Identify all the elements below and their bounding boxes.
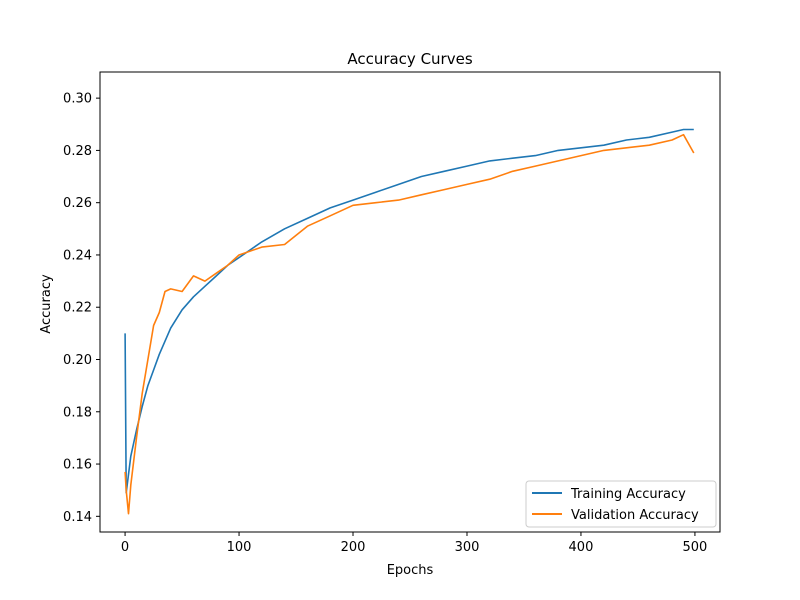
x-axis-title: Epochs [387,563,434,578]
series-validation-accuracy [124,133,695,515]
x-tick-label: 300 [455,540,480,555]
y-axis-title: Accuracy [39,274,54,334]
y-tick-label: 0.30 [63,92,92,107]
x-tick-label: 0 [121,540,129,555]
x-axis: 0 100 200 300 400 500 [121,532,707,555]
y-tick-label: 0.22 [63,301,92,316]
y-tick-label: 0.16 [63,458,92,473]
plot-area [99,71,721,533]
x-tick-label: 400 [569,540,594,555]
legend: Training Accuracy Validation Accuracy [525,480,717,528]
y-axis: 0.14 0.16 0.18 0.20 0.22 0.24 0.26 0.28 0.30 [63,92,100,525]
x-tick-label: 200 [341,540,366,555]
plot-frame [99,71,721,533]
y-tick-label: 0.14 [63,510,92,525]
chart-title: Accuracy Curves [347,50,473,68]
y-tick-label: 0.20 [63,353,92,368]
y-tick-label: 0.18 [63,405,92,420]
legend-label-validation: Validation Accuracy [571,508,699,523]
x-tick-label: 500 [683,540,708,555]
legend-box [525,480,717,528]
y-tick-label: 0.28 [63,144,92,159]
legend-label-training: Training Accuracy [570,487,686,502]
y-tick-label: 0.24 [63,248,92,263]
y-tick-label: 0.26 [63,196,92,211]
series-training-accuracy [124,128,694,494]
x-tick-label: 100 [227,540,252,555]
